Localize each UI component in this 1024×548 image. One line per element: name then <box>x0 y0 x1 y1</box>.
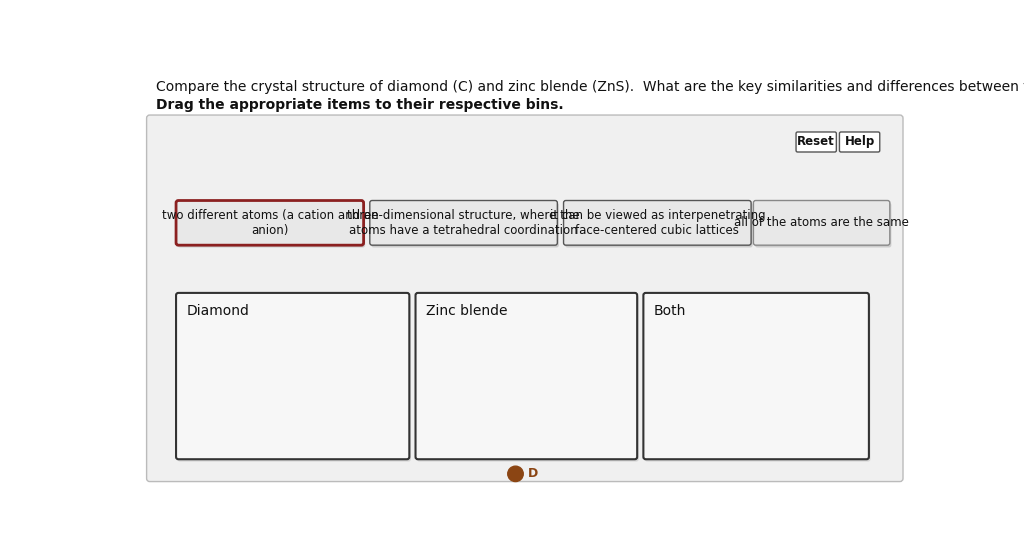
FancyBboxPatch shape <box>645 295 870 461</box>
FancyBboxPatch shape <box>176 201 364 245</box>
FancyBboxPatch shape <box>417 295 639 461</box>
FancyBboxPatch shape <box>176 293 410 459</box>
Text: Drag the appropriate items to their respective bins.: Drag the appropriate items to their resp… <box>156 98 563 112</box>
Text: Reset: Reset <box>798 135 836 149</box>
Text: it can be viewed as interpenetrating
face-centered cubic lattices: it can be viewed as interpenetrating fac… <box>550 209 765 237</box>
Text: Both: Both <box>653 305 686 318</box>
FancyBboxPatch shape <box>177 203 366 248</box>
FancyBboxPatch shape <box>796 132 837 152</box>
Text: Help: Help <box>845 135 874 149</box>
Text: Zinc blende: Zinc blende <box>426 305 507 318</box>
Text: Diamond: Diamond <box>186 305 249 318</box>
FancyBboxPatch shape <box>177 295 411 461</box>
Text: three-dimensional structure, where the
atoms have a tetrahedral coordination: three-dimensional structure, where the a… <box>347 209 580 237</box>
FancyBboxPatch shape <box>372 203 559 248</box>
Text: Compare the crystal structure of diamond (C) and zinc blende (ZnS).  What are th: Compare the crystal structure of diamond… <box>156 79 1024 94</box>
FancyBboxPatch shape <box>565 203 753 248</box>
FancyBboxPatch shape <box>643 293 869 459</box>
FancyBboxPatch shape <box>755 203 891 248</box>
Text: two different atoms (a cation and an
anion): two different atoms (a cation and an ani… <box>162 209 378 237</box>
FancyBboxPatch shape <box>146 115 903 482</box>
FancyBboxPatch shape <box>416 293 637 459</box>
FancyBboxPatch shape <box>840 132 880 152</box>
FancyBboxPatch shape <box>563 201 751 245</box>
FancyBboxPatch shape <box>754 201 890 245</box>
Circle shape <box>508 466 523 482</box>
FancyBboxPatch shape <box>370 201 557 245</box>
Text: D: D <box>528 467 539 481</box>
Text: all of the atoms are the same: all of the atoms are the same <box>734 216 909 230</box>
